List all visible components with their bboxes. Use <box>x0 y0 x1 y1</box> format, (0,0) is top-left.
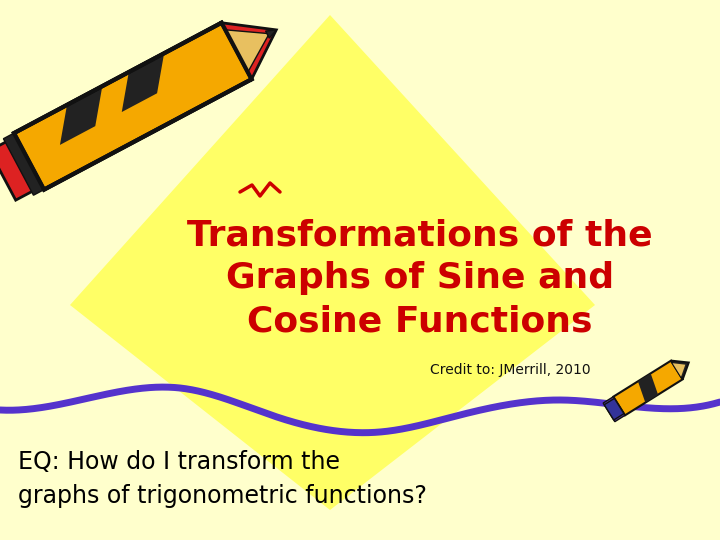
Polygon shape <box>671 361 689 379</box>
Text: Cosine Functions: Cosine Functions <box>247 304 593 338</box>
Text: graphs of trigonometric functions?: graphs of trigonometric functions? <box>18 484 427 508</box>
Polygon shape <box>0 137 42 200</box>
Polygon shape <box>70 15 595 510</box>
Polygon shape <box>604 399 624 420</box>
Polygon shape <box>4 133 44 195</box>
Polygon shape <box>60 86 102 145</box>
Polygon shape <box>603 397 625 422</box>
Polygon shape <box>672 363 685 377</box>
Polygon shape <box>14 23 251 190</box>
Polygon shape <box>225 30 269 72</box>
Text: Transformations of the: Transformations of the <box>187 218 653 252</box>
Text: Credit to: JMerrill, 2010: Credit to: JMerrill, 2010 <box>430 363 590 377</box>
Polygon shape <box>266 30 276 38</box>
Polygon shape <box>613 361 683 415</box>
Polygon shape <box>222 23 276 79</box>
Text: Graphs of Sine and: Graphs of Sine and <box>226 261 614 295</box>
Polygon shape <box>638 373 658 403</box>
Polygon shape <box>122 53 164 112</box>
Text: EQ: How do I transform the: EQ: How do I transform the <box>18 450 340 474</box>
